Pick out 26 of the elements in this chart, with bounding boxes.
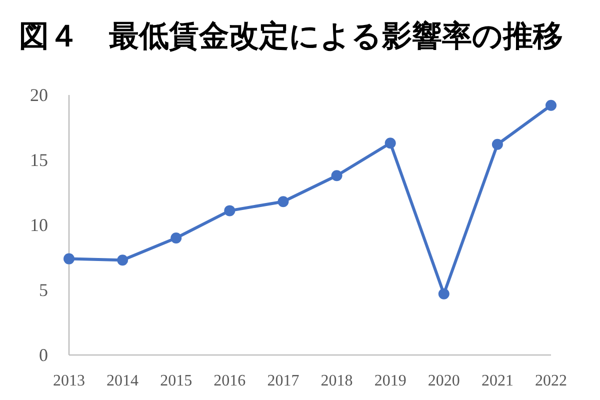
point [384, 138, 396, 149]
y-tick-label: 5 [39, 280, 48, 300]
x-tick-label: 2021 [481, 372, 514, 390]
point [331, 170, 342, 182]
chart-title: 図４ 最低賃金改定による影響率の推移 [19, 19, 563, 54]
point [278, 196, 289, 208]
y-tick-label: 15 [30, 150, 48, 170]
x-tick-label: 2016 [214, 372, 246, 390]
y-tick-label: 20 [30, 85, 48, 105]
point [224, 205, 236, 216]
point [117, 254, 128, 266]
x-tick-label: 2022 [535, 372, 567, 390]
x-tick-label: 2020 [428, 372, 460, 390]
x-tick-label: 2018 [320, 372, 353, 390]
point [546, 100, 556, 111]
x-tick-label: 2019 [374, 372, 406, 390]
y-tick-label: 10 [30, 215, 48, 235]
x-tick-label: 2015 [160, 372, 192, 390]
point [64, 253, 74, 264]
x-tick-label: 2017 [267, 372, 300, 390]
point [438, 288, 450, 300]
point [170, 232, 182, 244]
y-tick-label: 0 [39, 345, 48, 365]
x-tick-label: 2013 [53, 372, 85, 390]
x-tick-label: 2014 [106, 372, 139, 390]
point [492, 138, 503, 150]
